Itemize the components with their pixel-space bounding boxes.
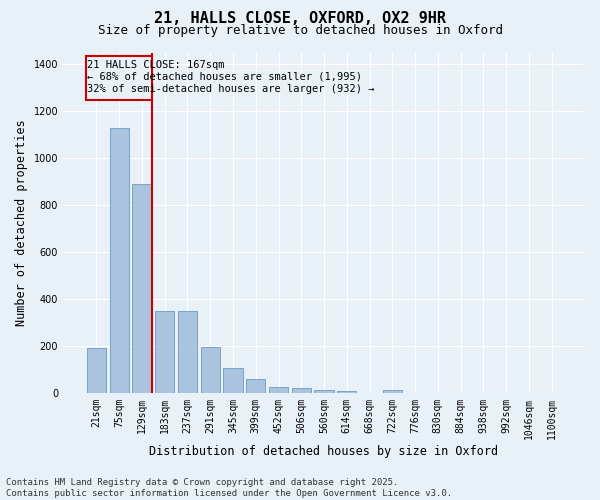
Text: Size of property relative to detached houses in Oxford: Size of property relative to detached ho… [97, 24, 503, 37]
Bar [110, 128, 129, 393]
Text: Contains HM Land Registry data © Crown copyright and database right 2025.
Contai: Contains HM Land Registry data © Crown c… [6, 478, 452, 498]
Text: 21 HALLS CLOSE: 167sqm
← 68% of detached houses are smaller (1,995)
32% of semi-: 21 HALLS CLOSE: 167sqm ← 68% of detached… [88, 60, 375, 94]
Bar [87, 348, 106, 393]
Bar [200, 347, 220, 393]
X-axis label: Distribution of detached houses by size in Oxford: Distribution of detached houses by size … [149, 444, 499, 458]
Bar [269, 387, 288, 393]
FancyBboxPatch shape [86, 56, 152, 100]
Text: 21, HALLS CLOSE, OXFORD, OX2 9HR: 21, HALLS CLOSE, OXFORD, OX2 9HR [154, 11, 446, 26]
Bar [155, 311, 175, 393]
Y-axis label: Number of detached properties: Number of detached properties [15, 120, 28, 326]
Bar [292, 388, 311, 393]
Bar [178, 311, 197, 393]
Bar [383, 390, 402, 393]
Bar [314, 390, 334, 393]
Bar [246, 379, 265, 393]
Bar [337, 392, 356, 393]
Bar [132, 184, 152, 393]
Bar [223, 368, 242, 393]
